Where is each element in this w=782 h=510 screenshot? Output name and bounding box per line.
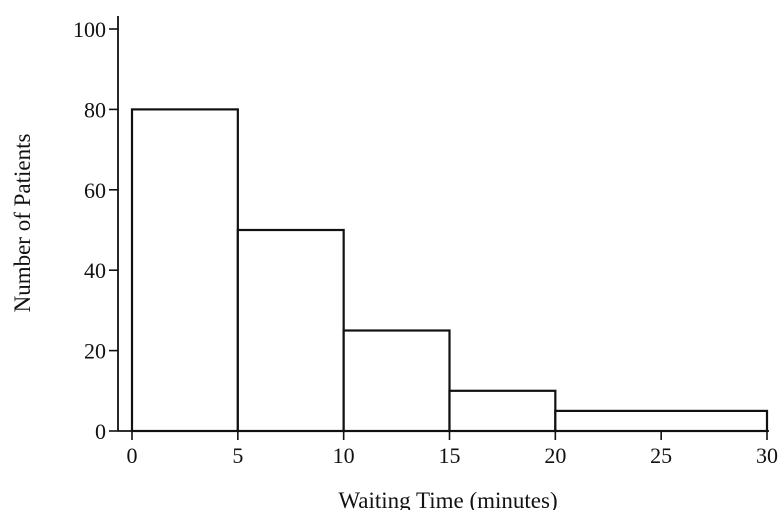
y-axis-title: Number of Patients <box>10 134 35 313</box>
histogram-bar-0-5 <box>130 108 239 433</box>
histogram-bar-15-20 <box>448 389 557 433</box>
histogram-bar-10-15 <box>342 329 451 433</box>
x-tick-label-25: 25 <box>650 443 672 468</box>
x-tick-label-15: 15 <box>439 443 461 468</box>
x-tick-label-0: 0 <box>127 443 138 468</box>
x-tick-label-30: 30 <box>756 443 778 468</box>
x-tick-label-5: 5 <box>232 443 243 468</box>
y-tick-label-0: 0 <box>95 419 106 444</box>
x-tick-label-10: 10 <box>333 443 355 468</box>
x-axis-title: Waiting Time (minutes) <box>338 488 557 510</box>
histogram-bar-20-30 <box>554 409 769 433</box>
histogram-bar-5-10 <box>236 228 345 433</box>
x-tick-label-20: 20 <box>544 443 566 468</box>
y-tick-label-20: 20 <box>84 339 106 364</box>
ticks-group: 0 20 40 60 80 100 0 5 10 15 20 25 30 <box>73 17 778 468</box>
y-tick-label-60: 60 <box>84 178 106 203</box>
y-tick-label-40: 40 <box>84 258 106 283</box>
y-tick-label-100: 100 <box>73 17 106 42</box>
bars-group <box>130 108 769 433</box>
y-tick-label-80: 80 <box>84 97 106 122</box>
